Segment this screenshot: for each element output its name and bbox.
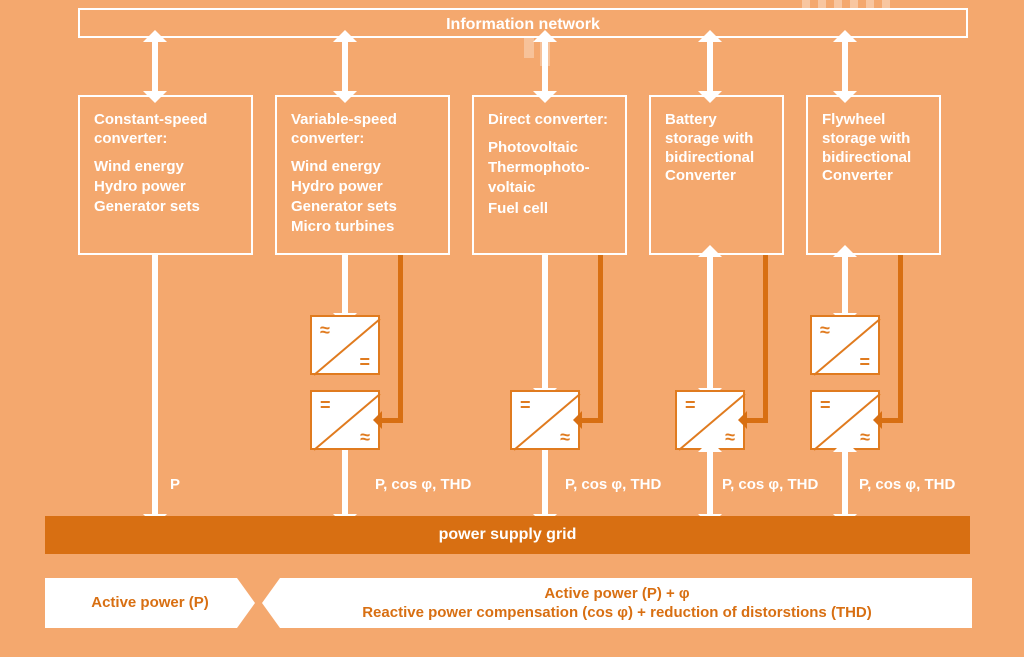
- converter-symbol-ac: ≈: [860, 430, 870, 444]
- converter-symbol-dc: =: [820, 398, 831, 412]
- power-supply-grid-bar: power supply grid: [45, 516, 970, 554]
- converter-c2a: ≈=: [310, 315, 380, 375]
- source-box-line: Hydro power: [291, 177, 434, 197]
- source-box-lines: Wind energyHydro powerGenerator setsMicr…: [291, 157, 434, 238]
- summary-pill-pill-left: Active power (P): [45, 578, 255, 628]
- source-box-battery-storage: Battery storage with bidirectional Conve…: [649, 95, 784, 255]
- converter-symbol-dc: =: [320, 398, 331, 412]
- down-arrow-col5-shaft: [842, 450, 848, 516]
- feed-line-f3-head: [573, 411, 582, 429]
- summary-pill-line: Active power (P): [91, 593, 209, 613]
- mid-arrow-col4-mid-shaft: [707, 255, 713, 390]
- source-box-title: Battery storage with bidirectional Conve…: [665, 111, 768, 186]
- source-box-line: Wind energy: [291, 157, 434, 177]
- source-box-lines: Wind energyHydro powerGenerator sets: [94, 157, 237, 218]
- summary-pill-line: Reactive power compensation (cos φ) + re…: [362, 603, 872, 623]
- converter-symbol-ac: ≈: [320, 323, 330, 337]
- mid-arrow-col4-mid-head-up: [698, 245, 722, 257]
- output-label-l4: P, cos φ, THD: [722, 476, 818, 493]
- feed-line-f2-head: [373, 411, 382, 429]
- source-box-line: Wind energy: [94, 157, 237, 177]
- converter-symbol-dc: =: [359, 355, 370, 369]
- output-label-l2: P, cos φ, THD: [375, 476, 471, 493]
- converter-symbol-ac: ≈: [820, 323, 830, 337]
- header-arrow-0-shaft: [152, 40, 158, 93]
- converter-symbol-ac: ≈: [360, 430, 370, 444]
- summary-pill-pill-right: Active power (P) + φReactive power compe…: [262, 578, 972, 628]
- source-box-lines: PhotovoltaicThermophoto-voltaicFuel cell: [488, 138, 611, 219]
- header-arrow-4-head-up: [833, 30, 857, 42]
- header-arrow-1-shaft: [342, 40, 348, 93]
- down-arrow-col4-shaft: [707, 450, 713, 516]
- down-arrow-col4-head-up: [698, 440, 722, 452]
- source-box-direct-converter: Direct converter: PhotovoltaicThermophoto…: [472, 95, 627, 255]
- mid-arrow-col5-mid-shaft: [842, 255, 848, 315]
- source-box-flywheel-storage: Flywheel storage with bidirectional Conv…: [806, 95, 941, 255]
- feed-line-f4-h: [745, 418, 768, 423]
- output-label-l3: P, cos φ, THD: [565, 476, 661, 493]
- feed-line-f4-head: [738, 411, 747, 429]
- source-box-variable-speed: Variable-speed converter: Wind energyHydr…: [275, 95, 450, 255]
- header-arrow-3-shaft: [707, 40, 713, 93]
- source-box-title: Flywheel storage with bidirectional Conv…: [822, 111, 925, 186]
- header-arrow-0-head-up: [143, 30, 167, 42]
- converter-symbol-ac: ≈: [725, 430, 735, 444]
- converter-c3: =≈: [510, 390, 580, 450]
- source-box-line: Generator sets: [291, 197, 434, 217]
- source-box-line: Micro turbines: [291, 217, 434, 237]
- feed-line-f5-h: [880, 418, 903, 423]
- down-arrow-col3-shaft: [542, 450, 548, 516]
- summary-pill-line: Active power (P) + φ: [544, 584, 689, 604]
- header-arrow-2-shaft: [542, 40, 548, 93]
- feed-line-f4-v: [763, 255, 768, 420]
- source-box-title: Variable-speed converter:: [291, 111, 434, 149]
- source-box-line: Hydro power: [94, 177, 237, 197]
- feed-line-f5-v: [898, 255, 903, 420]
- source-box-line: Thermophoto-voltaic: [488, 158, 611, 199]
- source-box-title: Direct converter:: [488, 111, 611, 130]
- mid-arrow-col5-mid-head-up: [833, 245, 857, 257]
- feed-line-f3-v: [598, 255, 603, 420]
- output-label-l5: P, cos φ, THD: [859, 476, 955, 493]
- source-box-title: Constant-speed converter:: [94, 111, 237, 149]
- down-arrow-col1-shaft: [152, 255, 158, 516]
- converter-symbol-dc: =: [520, 398, 531, 412]
- header-arrow-1-head-up: [333, 30, 357, 42]
- source-box-line: Fuel cell: [488, 199, 611, 219]
- converter-c5a: ≈=: [810, 315, 880, 375]
- down-arrow-col2-shaft: [342, 450, 348, 516]
- feed-line-f3-h: [580, 418, 603, 423]
- header-arrow-2-head-up: [533, 30, 557, 42]
- converter-c2b: =≈: [310, 390, 380, 450]
- mid-arrow-col2-mid-shaft: [342, 255, 348, 315]
- header-arrow-3-head-up: [698, 30, 722, 42]
- mid-arrow-col3-mid-shaft: [542, 255, 548, 390]
- converter-symbol-ac: ≈: [560, 430, 570, 444]
- converter-symbol-dc: =: [859, 355, 870, 369]
- output-label-l1: P: [170, 476, 180, 493]
- source-box-line: Photovoltaic: [488, 138, 611, 158]
- feed-line-f2-v: [398, 255, 403, 420]
- converter-symbol-dc: =: [685, 398, 696, 412]
- header-arrow-4-shaft: [842, 40, 848, 93]
- down-arrow-col5-head-up: [833, 440, 857, 452]
- source-box-line: Generator sets: [94, 197, 237, 217]
- feed-line-f5-head: [873, 411, 882, 429]
- source-box-constant-speed: Constant-speed converter: Wind energyHydr…: [78, 95, 253, 255]
- feed-line-f2-h: [380, 418, 403, 423]
